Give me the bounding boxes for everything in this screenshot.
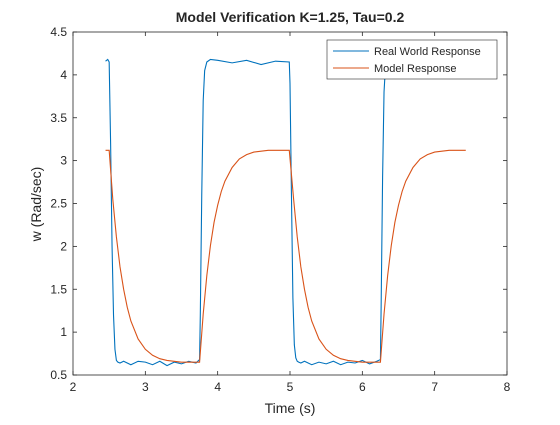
- x-tick-label: 5: [287, 380, 294, 394]
- series-layer: [105, 58, 466, 367]
- y-tick-label: 0.5: [50, 368, 67, 382]
- y-axis-label: w (Rad/sec): [28, 167, 44, 243]
- y-tick-label: 3.5: [50, 111, 67, 125]
- y-tick-label: 1: [60, 325, 67, 339]
- legend-label-model: Model Response: [374, 63, 457, 75]
- y-tick-label: 2.5: [50, 197, 67, 211]
- y-tick-label: 4: [60, 68, 67, 82]
- x-axis-label: Time (s): [265, 400, 316, 416]
- legend-label-real-world: Real World Response: [374, 46, 481, 58]
- x-tick-label: 2: [70, 380, 77, 394]
- series-line-real-world-response: [105, 58, 389, 367]
- y-tick-label: 1.5: [50, 282, 67, 296]
- chart-title: Model Verification K=1.25, Tau=0.2: [176, 9, 405, 25]
- y-tick-label: 3: [60, 154, 67, 168]
- x-axis-ticks: 2 3 4 5 6 7 8: [70, 32, 511, 394]
- y-tick-label: 2: [60, 239, 67, 253]
- legend-box: [326, 39, 498, 80]
- x-tick-label: 8: [504, 380, 511, 394]
- y-axis-ticks: 0.5 1 1.5 2 2.5 3 3.5 4 4.5: [50, 25, 507, 382]
- x-tick-label: 3: [142, 380, 149, 394]
- x-tick-label: 6: [359, 380, 366, 394]
- x-tick-label: 4: [214, 380, 221, 394]
- series-line-model-response: [105, 149, 466, 363]
- y-tick-label: 4.5: [50, 25, 67, 39]
- x-tick-label: 7: [431, 380, 438, 394]
- legend: Real World Response Model Response: [326, 39, 498, 80]
